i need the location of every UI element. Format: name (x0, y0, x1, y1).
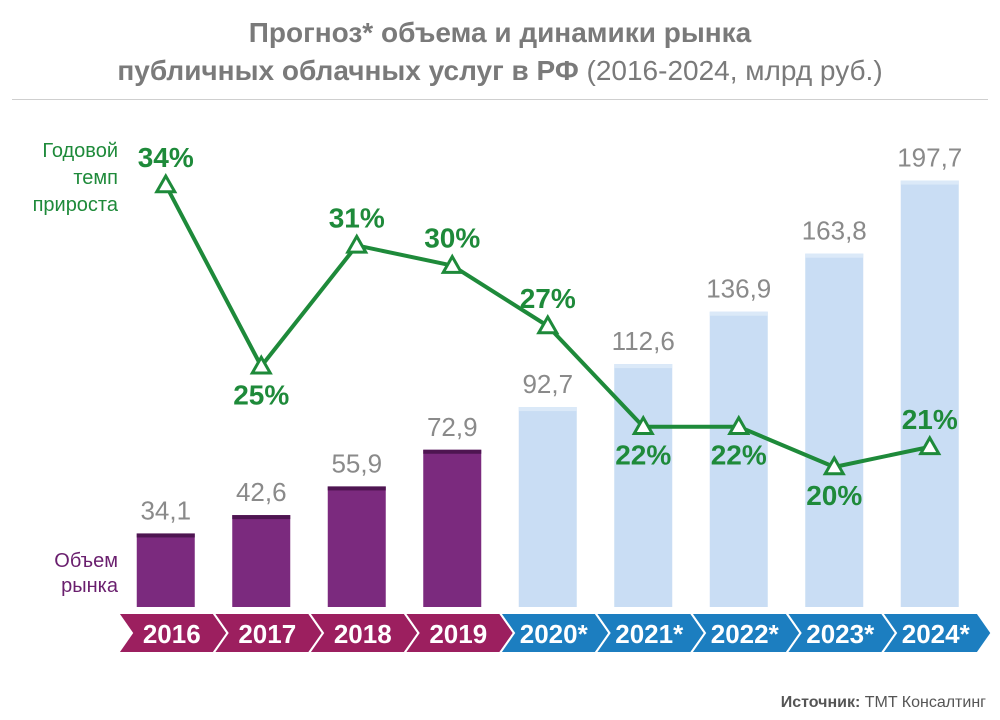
bar-top-edge (232, 515, 291, 520)
growth-rate-label: Годовой темп прироста (0, 138, 118, 219)
bar-top-edge (423, 449, 482, 454)
bar-value-label: 72,9 (427, 412, 478, 442)
bar-top-edge (805, 253, 864, 258)
bar (614, 364, 673, 607)
bar (136, 533, 195, 607)
bar-value-label: 197,7 (897, 143, 962, 173)
market-volume-label: Объем рынка (0, 549, 118, 599)
growth-value-label: 22% (711, 440, 767, 471)
x-tick-label: 2016 (143, 619, 201, 649)
volume-label-line: рынка (61, 575, 118, 597)
x-tick-label: 2018 (334, 619, 392, 649)
growth-marker (345, 233, 369, 254)
growth-marker (822, 454, 846, 476)
category-chevron (880, 612, 993, 654)
title-line-1: Прогноз* объема и динамики рынка (248, 17, 752, 48)
growth-marker (536, 313, 560, 335)
bar (900, 180, 959, 607)
growth-value-label: 20% (806, 480, 862, 511)
x-tick-label: 2019 (429, 619, 487, 649)
x-tick-label: 2024* (902, 619, 971, 649)
growth-label-line: прироста (32, 194, 118, 216)
growth-marker (631, 414, 655, 435)
bar-value-label: 92,7 (522, 369, 573, 399)
growth-value-label: 27% (520, 283, 576, 314)
source-label: Источник: (780, 694, 861, 711)
bar (327, 486, 386, 607)
volume-label-line: Объем (54, 550, 118, 572)
bar-value-label: 34,1 (140, 495, 191, 525)
bar-value-label: 42,6 (236, 477, 287, 507)
growth-marker (918, 434, 942, 456)
bar-value-label: 55,9 (331, 448, 382, 478)
growth-value-label: 22% (615, 440, 671, 471)
bar (709, 311, 768, 607)
bar-top-edge (518, 407, 577, 412)
growth-marker (440, 253, 464, 274)
bar-value-label: 112,6 (612, 326, 675, 356)
title-line-2-normal: (2016-2024, млрд руб.) (586, 55, 883, 86)
x-tick-label: 2020* (520, 619, 589, 649)
bar (232, 515, 291, 607)
growth-value-label: 34% (138, 142, 194, 173)
x-tick-label: 2023* (806, 619, 875, 649)
chart-title: Прогноз* объема и динамики рынка публичн… (0, 14, 1000, 90)
bar-top-edge (327, 486, 386, 491)
x-tick-label: 2017 (238, 619, 296, 649)
growth-value-label: 30% (424, 223, 480, 254)
bar-top-edge (709, 311, 768, 316)
source-note: Источник: TMT Консалтинг (781, 694, 986, 712)
growth-value-label: 21% (902, 404, 958, 435)
growth-marker (727, 414, 751, 435)
growth-label-line: Годовой (42, 140, 118, 162)
bar-top-edge (900, 180, 959, 185)
growth-value-label: 31% (329, 202, 385, 233)
growth-label-line: темп (73, 167, 118, 189)
source-value: TMT Консалтинг (864, 694, 986, 711)
bar (518, 407, 577, 607)
bar-value-label: 136,9 (706, 274, 771, 304)
bar-top-edge (614, 364, 673, 369)
growth-marker (154, 172, 178, 194)
growth-value-label: 25% (233, 379, 289, 410)
bar (805, 253, 864, 607)
title-line-2-bold: публичных облачных услуг в РФ (117, 55, 579, 86)
bar-value-label: 163,8 (802, 216, 867, 246)
bar (423, 449, 482, 607)
growth-marker (249, 354, 273, 375)
x-tick-label: 2022* (711, 619, 780, 649)
title-divider (12, 99, 988, 100)
x-tick-label: 2021* (615, 619, 684, 649)
bar-top-edge (136, 533, 195, 538)
title-line-2: публичных облачных услуг в РФ (2016-2024… (0, 52, 1000, 90)
